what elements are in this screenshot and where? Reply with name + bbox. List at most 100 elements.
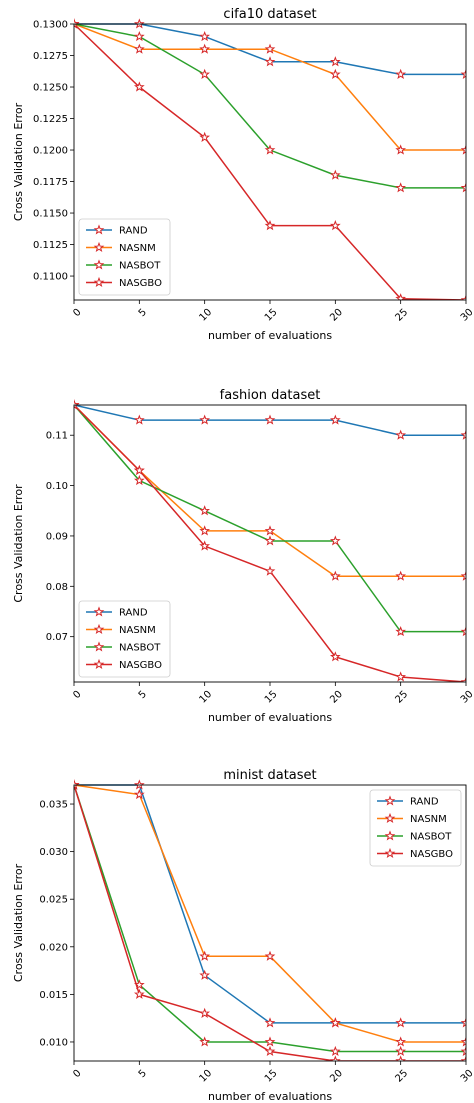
x-tick-label: 10 <box>198 1068 215 1085</box>
data-point-rand <box>395 68 407 79</box>
data-point-rand <box>199 969 211 980</box>
data-point-nasgbo <box>329 651 341 662</box>
legend-marker-rand <box>93 606 105 617</box>
data-point-nasgbo <box>199 540 211 551</box>
y-tick-label: 0.1125 <box>33 240 68 251</box>
x-tick-label: 5 <box>137 307 149 319</box>
data-point-rand <box>395 1017 407 1028</box>
legend-label-nasgbo: NASGBO <box>119 660 162 671</box>
data-point-nasbot <box>460 626 466 637</box>
data-point-nasgbo <box>199 1007 211 1018</box>
x-tick-label: 30 <box>459 689 474 706</box>
data-point-nasbot <box>460 1045 466 1057</box>
data-point-rand <box>264 56 276 67</box>
data-point-nasbot <box>199 68 211 79</box>
y-tick-label: 0.025 <box>39 895 68 906</box>
data-point-nasnm <box>264 950 276 961</box>
chart-panel-1: cifa10 dataset Cross Validation Error numb… <box>12 7 474 342</box>
legend-label-nasnm: NASNM <box>410 814 447 825</box>
chart-title: cifa10 dataset <box>223 7 316 22</box>
legend-label-nasgbo: NASGBO <box>410 849 453 860</box>
legend-marker-nasnm <box>93 241 105 253</box>
y-axis-label: Cross Validation Error <box>12 102 25 221</box>
series-line-nasnm <box>74 404 466 577</box>
y-tick-label: 0.1100 <box>33 272 68 283</box>
data-point-nasnm <box>199 43 211 54</box>
legend: RAND NASNM NASBOT NASGBO <box>78 218 171 296</box>
legend-marker-nasgbo <box>93 276 105 288</box>
data-point-nasnm <box>460 570 466 581</box>
data-point-nasgbo <box>329 1055 341 1061</box>
data-point-rand <box>264 1017 276 1028</box>
data-point-nasbot <box>329 535 341 546</box>
data-point-rand <box>329 56 341 67</box>
y-tick-label: 0.1250 <box>33 83 68 94</box>
y-axis-label: Cross Validation Error <box>12 863 25 982</box>
x-axis-label: number of evaluations <box>208 711 332 724</box>
legend-marker-rand <box>93 224 105 235</box>
chart-panel-2: fashion dataset Cross Validation Error num… <box>12 388 474 724</box>
data-point-rand <box>264 414 276 425</box>
data-point-nasgbo <box>395 1055 407 1061</box>
data-point-rand <box>133 414 145 425</box>
y-tick-label: 0.010 <box>39 1037 68 1048</box>
x-tick-label: 15 <box>263 689 280 706</box>
x-tick-label: 20 <box>328 1068 345 1085</box>
legend-marker-nasnm <box>384 812 396 824</box>
legend-label-nasnm: NASNM <box>119 625 156 636</box>
y-tick-label: 0.1175 <box>33 177 68 188</box>
x-tick-label: 10 <box>198 307 215 324</box>
data-point-rand <box>199 414 211 425</box>
legend-label-rand: RAND <box>119 226 148 237</box>
data-point-rand <box>329 414 341 425</box>
legend-label-nasbot: NASBOT <box>119 643 161 654</box>
x-tick-label: 25 <box>394 307 411 324</box>
data-point-nasgbo <box>395 293 407 300</box>
data-point-nasbot <box>395 182 407 193</box>
axes-frame <box>73 784 467 1062</box>
data-point-nasgbo <box>133 988 145 999</box>
data-point-nasgbo <box>264 1045 276 1057</box>
x-tick-label: 20 <box>328 689 345 706</box>
data-point-nasnm <box>395 144 407 155</box>
x-tick-label: 25 <box>394 689 411 706</box>
data-point-nasbot <box>460 182 466 193</box>
y-tick-label: 0.08 <box>46 582 68 593</box>
plot-area <box>74 18 466 300</box>
data-point-nasnm <box>329 1017 341 1028</box>
legend-label-nasbot: NASBOT <box>410 832 452 843</box>
data-point-nasnm <box>395 570 407 581</box>
y-axis-label: Cross Validation Error <box>12 484 25 603</box>
data-point-nasnm <box>329 570 341 581</box>
x-tick-label: 15 <box>263 1068 280 1085</box>
data-point-nasnm <box>395 1036 407 1047</box>
x-tick-label: 5 <box>137 689 149 701</box>
series-line-nasbot <box>74 404 466 633</box>
y-tick-label: 0.1300 <box>33 20 68 31</box>
y-tick-label: 0.035 <box>39 800 68 811</box>
x-axis-label: number of evaluations <box>208 329 332 342</box>
chart-title: fashion dataset <box>220 388 321 403</box>
x-tick-label: 30 <box>459 1068 474 1085</box>
legend-label-nasgbo: NASGBO <box>119 278 162 289</box>
legend-box <box>78 218 171 296</box>
legend-marker-nasbot <box>384 830 396 841</box>
legend-marker-nasgbo <box>384 847 396 859</box>
data-point-nasnm <box>199 525 211 536</box>
data-point-nasbot <box>133 474 145 486</box>
x-tick-label: 30 <box>459 307 474 324</box>
data-point-rand <box>199 30 211 42</box>
data-point-nasgbo <box>460 294 466 300</box>
data-point-nasnm <box>460 1036 466 1047</box>
y-tick-label: 0.11 <box>46 431 68 442</box>
x-tick-label: 0 <box>71 1068 83 1080</box>
data-point-nasgbo <box>460 1055 466 1061</box>
legend-box <box>78 600 171 678</box>
axes-frame <box>73 404 467 683</box>
legend-label-nasnm: NASNM <box>119 243 156 254</box>
data-point-nasbot <box>264 144 276 155</box>
data-point-rand <box>460 68 466 79</box>
legend-marker-nasnm <box>93 623 105 635</box>
legend-label-rand: RAND <box>119 608 148 619</box>
